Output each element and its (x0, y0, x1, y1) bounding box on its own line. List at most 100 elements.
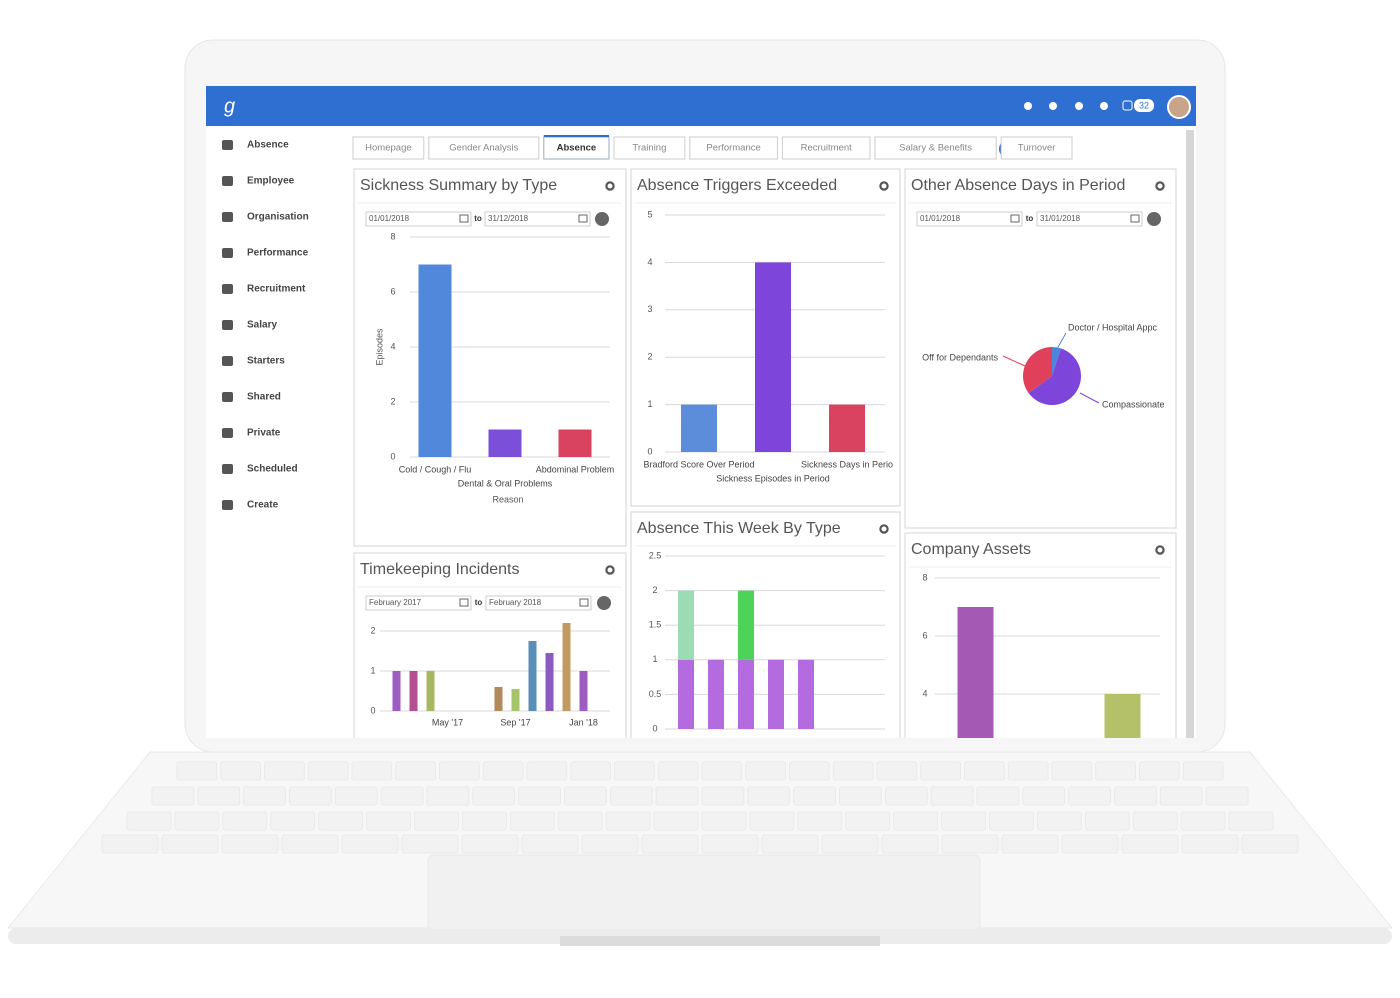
settings-icon[interactable] (605, 181, 615, 191)
nav-item[interactable]: Organisation (247, 212, 309, 223)
bar-segment (738, 659, 754, 729)
y-tick-label: 1.5 (649, 620, 662, 630)
bar (511, 689, 520, 711)
key (884, 786, 928, 806)
key (941, 834, 999, 854)
avatar[interactable] (1167, 95, 1191, 119)
date-value: 31/12/2018 (488, 214, 529, 223)
nav-icon (222, 320, 233, 330)
date-input[interactable] (365, 595, 472, 611)
key (518, 786, 562, 806)
filter-button[interactable] (597, 596, 611, 610)
settings-icon[interactable] (1155, 545, 1165, 555)
tab[interactable] (874, 136, 997, 160)
key (197, 786, 241, 806)
nav-item[interactable]: Private (247, 428, 281, 439)
tab[interactable] (689, 136, 778, 160)
keys (101, 761, 1299, 854)
key (1241, 834, 1299, 854)
y-tick-label: 2.5 (649, 550, 662, 560)
date-input[interactable] (484, 211, 591, 227)
date-value: 31/01/2018 (1040, 214, 1081, 223)
date-input[interactable] (365, 211, 472, 227)
nav-item[interactable]: Recruitment (247, 284, 306, 295)
key (414, 811, 459, 831)
nav-icon (222, 248, 233, 258)
bar (579, 671, 588, 711)
filter-button[interactable] (595, 212, 609, 226)
key (270, 811, 316, 831)
key (220, 761, 261, 781)
nav-item[interactable]: Performance (247, 248, 309, 259)
nav-item[interactable]: Absence (247, 140, 289, 151)
app: g 3 2 Absence Employee Organisation Performa… (206, 86, 1196, 738)
bar-segment (678, 659, 694, 729)
bar (829, 404, 865, 452)
filter-button[interactable] (1147, 212, 1161, 226)
x-tick-label: Abdominal Problem (536, 464, 615, 474)
calendar-icon[interactable] (1010, 214, 1020, 223)
nav-item[interactable]: Starters (247, 356, 285, 367)
x-tick-label: May '17 (432, 717, 463, 727)
settings-icon[interactable] (879, 181, 889, 191)
badge[interactable] (1134, 99, 1154, 112)
icon[interactable] (1075, 102, 1083, 110)
date-value: 01/01/2018 (369, 214, 410, 223)
date-input[interactable] (916, 211, 1023, 227)
key (745, 761, 786, 781)
nav-item[interactable]: Create (247, 500, 279, 511)
bar (418, 264, 452, 457)
label-line (1079, 392, 1100, 404)
widget-title: Company Assets (911, 541, 1031, 558)
key (221, 834, 279, 854)
tab[interactable] (781, 136, 871, 160)
calendar-icon[interactable] (459, 598, 469, 607)
key (605, 811, 651, 831)
y-tick-label: 8 (922, 572, 927, 582)
tab[interactable] (352, 136, 425, 160)
settings-icon[interactable] (605, 565, 615, 575)
date-input[interactable] (485, 595, 592, 611)
nav-item[interactable]: Shared (247, 392, 281, 403)
nav-item[interactable]: Employee (247, 176, 295, 187)
calendar-icon[interactable] (579, 598, 589, 607)
y-tick-label: 3 (647, 304, 652, 314)
nav-icon (222, 140, 233, 150)
key (701, 811, 747, 831)
icon[interactable] (1100, 102, 1108, 110)
tab[interactable] (428, 136, 540, 160)
bar (392, 671, 401, 711)
date-separator: to (475, 598, 483, 607)
nav-icon (222, 500, 233, 510)
scrollbar[interactable] (1186, 130, 1194, 738)
calendar-icon[interactable] (459, 214, 469, 223)
logo[interactable]: g (224, 95, 235, 117)
pie-label: Compassionate (1102, 399, 1165, 409)
key (1180, 811, 1226, 831)
x-tick-label: Jan '18 (569, 717, 598, 727)
date-input[interactable] (1036, 211, 1143, 227)
calendar-icon[interactable] (578, 214, 588, 223)
icon[interactable] (1049, 102, 1057, 110)
nav-item[interactable]: Scheduled (247, 464, 298, 475)
tab[interactable] (613, 136, 686, 160)
icon[interactable] (1024, 102, 1032, 110)
tab[interactable] (1000, 136, 1073, 160)
key (395, 761, 436, 781)
bar (528, 641, 537, 711)
bar-segment (708, 659, 724, 729)
key (749, 811, 795, 831)
icon[interactable] (1122, 100, 1133, 111)
calendar-icon[interactable] (1130, 214, 1140, 223)
widget-title: Absence Triggers Exceeded (637, 177, 837, 194)
bar (1104, 694, 1141, 738)
settings-icon[interactable] (879, 524, 889, 534)
settings-icon[interactable] (1155, 181, 1165, 191)
key (557, 811, 603, 831)
widget-panel (353, 168, 627, 547)
y-tick-label: 2 (647, 352, 652, 362)
pie-label: Doctor / Hospital Appc (1068, 322, 1158, 332)
nav-item[interactable]: Salary (247, 320, 277, 331)
widget-title: Sickness Summary by Type (360, 177, 557, 194)
key (797, 811, 843, 831)
